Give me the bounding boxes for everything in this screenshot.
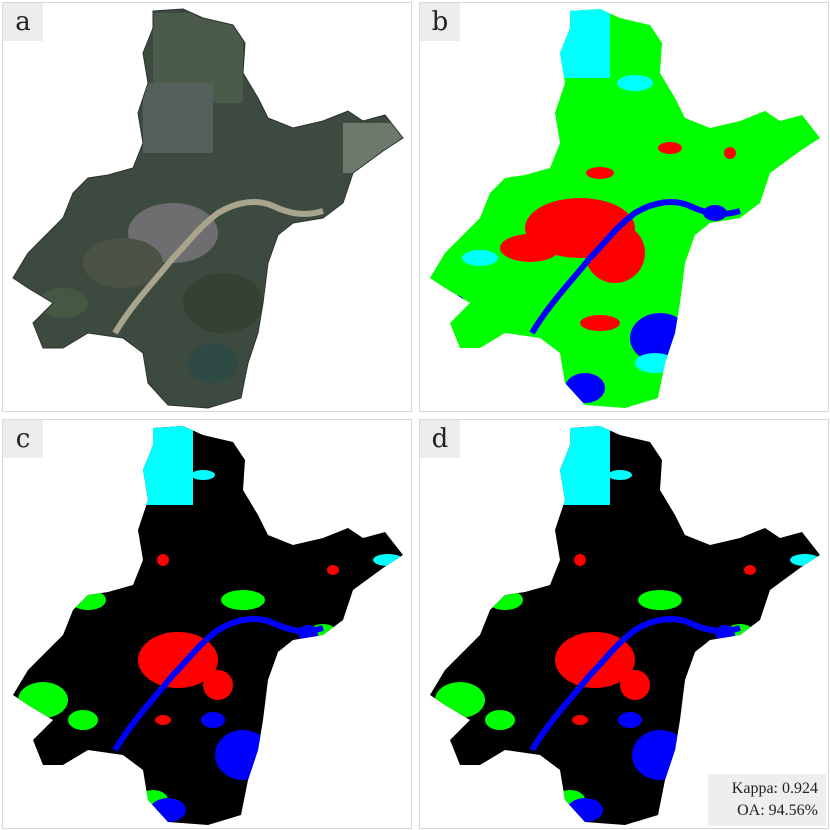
- panel-b: b: [419, 2, 829, 412]
- accuracy-metrics: Kappa: 0.924 OA: 94.56%: [708, 774, 826, 826]
- oa-value: OA: 94.56%: [737, 802, 818, 819]
- panel-c: c: [2, 419, 412, 829]
- panel-a: a: [2, 2, 412, 412]
- panel-label: a: [3, 3, 43, 41]
- panel-label: b: [420, 3, 460, 41]
- kappa-value: Kappa: 0.924: [731, 780, 818, 797]
- change-map: [430, 426, 820, 825]
- change-map: [13, 426, 403, 825]
- panel-label: d: [420, 420, 460, 458]
- classification-map: [430, 9, 820, 408]
- satellite-image: [12, 8, 404, 409]
- panel-d: d Kappa: 0.924 OA: 94.56%: [419, 419, 829, 829]
- panel-label: c: [3, 420, 43, 458]
